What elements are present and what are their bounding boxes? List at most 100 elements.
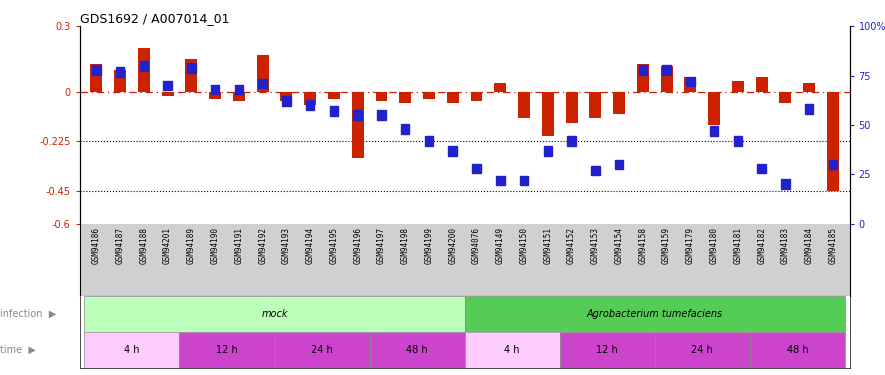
Bar (399, 92, 412, 103)
Bar (542, 92, 554, 136)
Bar (781, 180, 789, 189)
Bar (465, 296, 845, 332)
Bar (708, 92, 720, 125)
Text: GSM94076: GSM94076 (472, 227, 481, 264)
Bar (591, 166, 600, 175)
Bar (805, 104, 813, 114)
Bar (353, 110, 362, 120)
Bar (613, 92, 625, 114)
Text: GSM94193: GSM94193 (282, 227, 291, 264)
Text: GSM94182: GSM94182 (758, 227, 766, 264)
Bar (758, 164, 766, 173)
Bar (351, 92, 364, 158)
Text: GSM94201: GSM94201 (163, 227, 172, 264)
Bar (370, 332, 465, 368)
Bar (559, 332, 655, 368)
Bar (116, 67, 124, 76)
Text: GSM94186: GSM94186 (92, 227, 101, 264)
Bar (447, 92, 458, 103)
Bar (589, 92, 601, 118)
Bar (304, 92, 316, 105)
Bar (274, 332, 370, 368)
Bar (233, 92, 245, 101)
Text: GSM94153: GSM94153 (591, 227, 600, 264)
Bar (235, 85, 243, 94)
Bar (211, 85, 219, 94)
Text: GSM94150: GSM94150 (519, 227, 528, 264)
Bar (84, 332, 180, 368)
Text: GSM94189: GSM94189 (187, 227, 196, 264)
Bar (684, 77, 696, 92)
Bar (732, 81, 744, 92)
Text: 12 h: 12 h (596, 345, 618, 354)
Text: 24 h: 24 h (312, 345, 333, 354)
Bar (162, 92, 173, 96)
Bar (329, 106, 338, 116)
Bar (114, 70, 126, 92)
Bar (449, 146, 457, 156)
Text: infection  ▶: infection ▶ (0, 309, 57, 319)
Text: GSM94181: GSM94181 (734, 227, 743, 264)
Text: GSM94185: GSM94185 (828, 227, 837, 264)
Text: GDS1692 / A007014_01: GDS1692 / A007014_01 (80, 12, 229, 25)
Text: 12 h: 12 h (216, 345, 238, 354)
Bar (377, 110, 386, 120)
Bar (710, 126, 719, 136)
Text: GSM94149: GSM94149 (496, 227, 504, 264)
Bar (686, 77, 695, 86)
Text: GSM94180: GSM94180 (710, 227, 719, 264)
Bar (750, 332, 845, 368)
Text: 48 h: 48 h (406, 345, 428, 354)
Bar (828, 160, 837, 170)
Bar (734, 136, 743, 146)
Text: GSM94158: GSM94158 (638, 227, 647, 264)
Text: Agrobacterium tumefaciens: Agrobacterium tumefaciens (587, 309, 723, 319)
Bar (258, 79, 267, 88)
Bar (140, 61, 148, 70)
Bar (519, 176, 528, 185)
Bar (473, 164, 481, 173)
Text: GSM94200: GSM94200 (448, 227, 458, 264)
Text: GSM94184: GSM94184 (804, 227, 813, 264)
Text: GSM94151: GSM94151 (543, 227, 552, 264)
Bar (375, 92, 388, 101)
Text: GSM94198: GSM94198 (401, 227, 410, 264)
Text: GSM94195: GSM94195 (329, 227, 338, 264)
Bar (827, 92, 839, 191)
Bar (615, 160, 623, 170)
Bar (465, 332, 559, 368)
Bar (756, 77, 767, 92)
Bar (496, 176, 504, 185)
Bar (662, 65, 671, 75)
Bar (90, 64, 103, 92)
Bar (92, 65, 101, 75)
Bar (495, 83, 506, 92)
Text: GSM94188: GSM94188 (139, 227, 149, 264)
Text: GSM94191: GSM94191 (235, 227, 243, 264)
Text: GSM94190: GSM94190 (211, 227, 219, 264)
Text: mock: mock (261, 309, 288, 319)
Text: 4 h: 4 h (504, 345, 519, 354)
Bar (164, 81, 172, 90)
Bar (567, 136, 576, 146)
Bar (655, 332, 750, 368)
Bar (780, 92, 791, 103)
Bar (180, 332, 274, 368)
Bar (328, 92, 340, 99)
Text: GSM94194: GSM94194 (305, 227, 315, 264)
Text: GSM94197: GSM94197 (377, 227, 386, 264)
Bar (425, 136, 434, 146)
Bar (84, 296, 465, 332)
Bar (209, 92, 221, 99)
Bar (518, 92, 530, 118)
Bar (423, 92, 435, 99)
Text: GSM94183: GSM94183 (781, 227, 790, 264)
Bar (804, 83, 815, 92)
Bar (543, 146, 552, 156)
Bar (281, 92, 292, 101)
Text: GSM94192: GSM94192 (258, 227, 267, 264)
Text: GSM94196: GSM94196 (353, 227, 362, 264)
Text: GSM94159: GSM94159 (662, 227, 671, 264)
Bar (187, 63, 196, 73)
Text: time  ▶: time ▶ (0, 345, 36, 354)
